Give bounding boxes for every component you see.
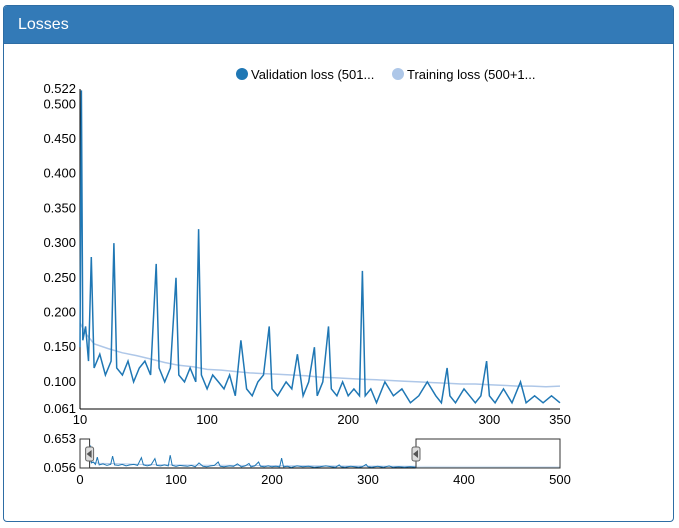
overview-x-tick-label: 100 bbox=[165, 472, 187, 487]
overview-y-tick-label: 0.056 bbox=[43, 460, 76, 475]
main-y-tick-label: 0.400 bbox=[43, 166, 76, 181]
overview-x-tick-label: 300 bbox=[357, 472, 379, 487]
legend-label-validation: Validation loss (501... bbox=[251, 67, 374, 82]
main-x-tick-label: 200 bbox=[337, 412, 359, 427]
legend-marker-validation bbox=[236, 68, 248, 80]
range-handle-right[interactable] bbox=[411, 446, 421, 462]
validation-loss-line bbox=[79, 90, 561, 405]
main-x-tick-label: 100 bbox=[196, 412, 218, 427]
overview-x-tick-label: 0 bbox=[76, 472, 83, 487]
overview-plot[interactable]: 0.653 0.056 0 100 200 300 400 500 bbox=[43, 431, 570, 487]
main-y-tick-label: 0.061 bbox=[43, 401, 76, 416]
legend-label-training: Training loss (500+1... bbox=[407, 67, 536, 82]
main-y-tick-label: 0.200 bbox=[43, 305, 76, 320]
main-x-tick-label: 350 bbox=[549, 412, 571, 427]
panel-title: Losses bbox=[4, 6, 673, 44]
overview-mask-right bbox=[415, 438, 561, 469]
main-x-tick-label: 300 bbox=[479, 412, 501, 427]
legend-marker-training bbox=[392, 68, 404, 80]
main-y-tick-label: 0.350 bbox=[43, 200, 76, 215]
main-x-ticks: 10 100 200 300 350 bbox=[73, 412, 571, 427]
overview-x-tick-label: 400 bbox=[453, 472, 475, 487]
legend-item-training[interactable]: Training loss (500+1... bbox=[392, 67, 536, 82]
legend[interactable]: Validation loss (501... Training loss (5… bbox=[236, 67, 536, 82]
overview-training-line bbox=[89, 461, 561, 467]
training-loss-line bbox=[79, 322, 561, 388]
overview-x-tick-label: 500 bbox=[549, 472, 571, 487]
main-y-tick-label: 0.450 bbox=[43, 131, 76, 146]
overview-y-tick-label: 0.653 bbox=[43, 431, 76, 446]
overview-x-tick-label: 200 bbox=[261, 472, 283, 487]
main-y-tick-label: 0.100 bbox=[43, 374, 76, 389]
overview-validation-line bbox=[89, 445, 561, 468]
overview-y-ticks: 0.653 0.056 bbox=[43, 431, 76, 475]
main-y-tick-label: 0.500 bbox=[43, 96, 76, 111]
range-handle-left[interactable] bbox=[85, 446, 95, 462]
main-y-tick-label: 0.250 bbox=[43, 270, 76, 285]
main-y-tick-label: 0.300 bbox=[43, 235, 76, 250]
main-x-tick-label: 10 bbox=[73, 412, 87, 427]
legend-item-validation[interactable]: Validation loss (501... bbox=[236, 67, 374, 82]
overview-x-ticks: 0 100 200 300 400 500 bbox=[76, 472, 570, 487]
main-y-tick-label: 0.150 bbox=[43, 339, 76, 354]
main-y-tick-label: 0.522 bbox=[43, 81, 76, 96]
